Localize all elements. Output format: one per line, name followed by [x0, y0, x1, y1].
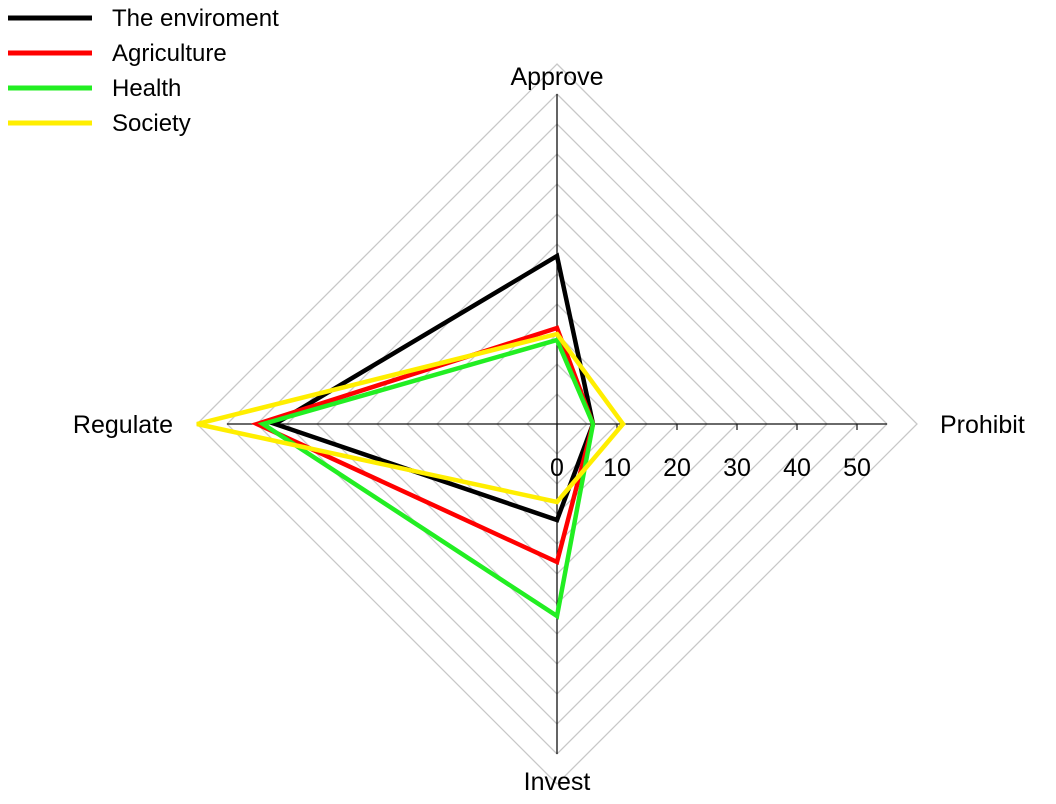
tick-label: 0 [550, 454, 564, 482]
series-line-agriculture [250, 325, 596, 566]
legend-label: Agriculture [112, 40, 227, 67]
tick-label: 20 [663, 454, 691, 482]
tick-labels: 0 10 20 30 40 50 [550, 454, 871, 482]
axes-layer [227, 94, 887, 754]
series-line-health [257, 337, 596, 620]
axis-labels: Approve Prohibit Invest Regulate [73, 63, 1025, 796]
tick-label: 50 [843, 454, 871, 482]
axis-label-prohibit: Prohibit [940, 411, 1025, 439]
series-layer [196, 252, 626, 620]
tick-label: 30 [723, 454, 751, 482]
grid-ring [196, 63, 918, 785]
axis-label-invest: Invest [524, 768, 591, 796]
tick-label: 10 [603, 454, 631, 482]
tick-label: 40 [783, 454, 811, 482]
legend: The enviroment Agriculture Health Society [8, 5, 279, 137]
legend-label: Society [112, 110, 191, 137]
legend-label: The enviroment [112, 5, 279, 32]
legend-label: Health [112, 75, 181, 102]
series-line-society [196, 331, 626, 505]
axis-label-regulate: Regulate [73, 411, 173, 439]
axis-label-approve: Approve [510, 63, 603, 91]
